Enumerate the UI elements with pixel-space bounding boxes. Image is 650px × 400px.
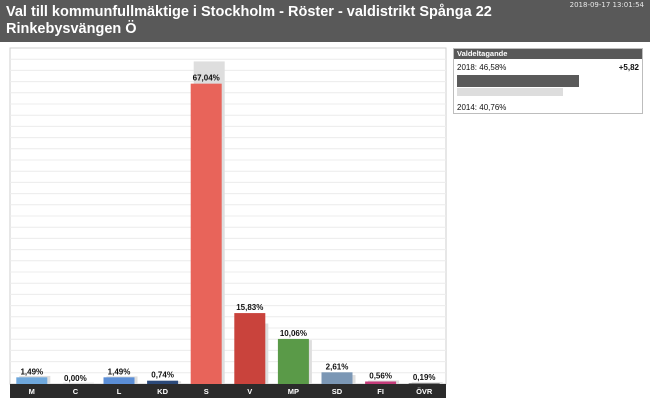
data-label-v: 15,83% (236, 303, 263, 312)
data-label-fi: 0,56% (369, 371, 392, 380)
tick-label-c: C (73, 387, 79, 396)
turnout-2018-label: 2018: 46,58% (457, 63, 507, 72)
tick-label-l: L (117, 387, 122, 396)
tick-label-fi: FI (377, 387, 384, 396)
previous-bar-övr (411, 382, 443, 384)
bar-m (16, 377, 48, 384)
turnout-change: +5,82 (618, 63, 639, 72)
data-label-l: 1,49% (108, 367, 131, 376)
tick-label-övr: ÖVR (416, 387, 433, 396)
bar-s (190, 83, 222, 384)
bar-fi (365, 381, 397, 384)
bar-mp (277, 338, 309, 384)
bar-l (103, 377, 135, 384)
data-label-s: 67,04% (193, 74, 220, 83)
tick-label-s: S (204, 387, 209, 396)
data-label-sd: 2,61% (326, 362, 349, 371)
bar-chart: 1,49% 0,00% 1,49% 0,74% 67,04% 15,83% 10,06% 2,… (9, 47, 447, 398)
turnout-2018-bar (457, 75, 579, 87)
tick-label-v: V (247, 387, 252, 396)
data-label-mp: 10,06% (280, 329, 307, 338)
bar-v (234, 313, 266, 384)
previous-bar-c (62, 382, 94, 384)
tick-label-mp: MP (288, 387, 299, 396)
bar-kd (147, 380, 179, 384)
turnout-panel: Valdeltagande 2018: 46,58% +5,82 2014: 4… (453, 48, 643, 114)
turnout-2014-label: 2014: 40,76% (457, 103, 507, 112)
data-label-övr: 0,19% (413, 373, 436, 382)
bar-övr (408, 383, 440, 384)
data-label-kd: 0,74% (151, 371, 174, 380)
tick-label-m: M (29, 387, 35, 396)
header: Val till kommunfullmäktige i Stockholm -… (0, 0, 650, 42)
data-label-c: 0,00% (64, 374, 87, 383)
tick-label-sd: SD (332, 387, 343, 396)
bar-sd (321, 372, 353, 384)
timestamp: 2018-09-17 13:01:54 (569, 1, 644, 9)
x-axis-band (10, 384, 446, 398)
tick-label-kd: KD (157, 387, 168, 396)
turnout-heading: Valdeltagande (454, 49, 642, 59)
turnout-2014-bar (457, 88, 564, 96)
page-title: Val till kommunfullmäktige i Stockholm -… (6, 4, 492, 37)
data-label-m: 1,49% (20, 367, 43, 376)
